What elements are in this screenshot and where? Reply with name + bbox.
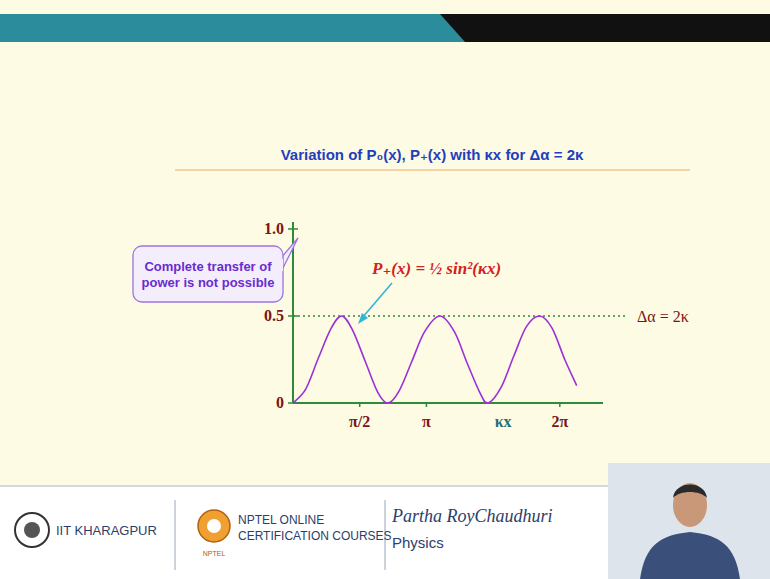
x-tick-label: π	[422, 413, 431, 430]
x-tick	[359, 403, 361, 407]
label-arrow	[362, 283, 392, 318]
curve	[293, 316, 577, 403]
banner-dark	[440, 14, 770, 42]
iit-logo	[15, 513, 49, 547]
title-rule	[175, 169, 690, 171]
course-line: CERTIFICATION COURSES	[238, 529, 392, 543]
x-tick	[559, 403, 561, 407]
presenter-hair	[673, 485, 707, 499]
reference-label: Δα = 2κ	[637, 308, 689, 325]
title: Variation of P₀(x), P₊(x) with κx for Δα…	[281, 146, 584, 163]
presenter-head	[673, 483, 707, 527]
y-tick-label: 1.0	[264, 220, 284, 237]
callout-box	[133, 246, 283, 302]
x-tick-label: π/2	[349, 413, 370, 430]
label-arrowhead	[358, 313, 368, 324]
y-tick	[288, 228, 298, 230]
background	[0, 0, 770, 579]
x-axis-label: κx	[495, 413, 512, 430]
video-inset	[608, 463, 770, 579]
course-line: NPTEL ONLINE	[238, 513, 324, 527]
footer-sep	[175, 500, 176, 570]
nptel-logo-text: NPTEL	[203, 550, 226, 557]
callout-text: Complete transfer ofpower is not possibl…	[142, 259, 275, 290]
presenter-body	[640, 532, 740, 579]
y-tick-label: 0.5	[264, 307, 284, 324]
banner-teal	[0, 14, 480, 42]
y-tick	[288, 315, 298, 317]
nptel-logo-core	[207, 519, 221, 533]
iit-logo-core	[24, 522, 40, 538]
plot-area	[293, 316, 577, 403]
y-tick-label: 0	[276, 394, 284, 411]
callout-joint	[279, 259, 283, 271]
author: Partha RoyChaudhuri	[391, 506, 553, 526]
x-axis	[293, 402, 603, 404]
x-tick-label: 2π	[551, 413, 568, 430]
nptel-logo	[198, 510, 230, 542]
curve-label: P₊(x) = ½ sin²(κx)	[371, 259, 501, 278]
slide: Variation of P₀(x), P₊(x) with κx for Δα…	[0, 0, 770, 579]
institute: IIT KHARAGPUR	[56, 523, 157, 538]
x-tick	[426, 403, 428, 407]
subject: Physics	[392, 534, 444, 551]
